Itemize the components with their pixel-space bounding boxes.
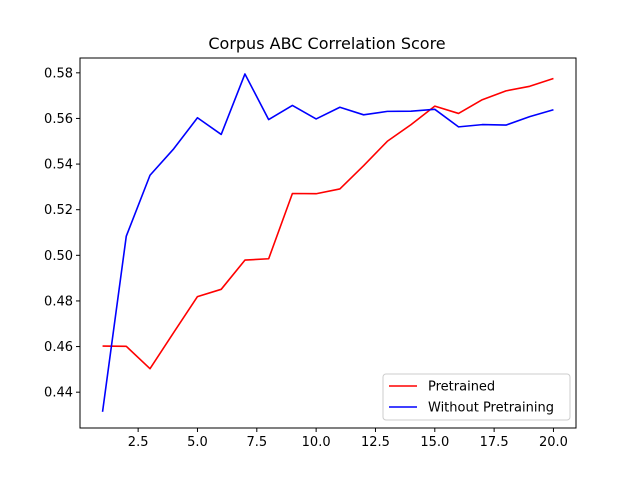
y-tick-label: 0.46: [44, 340, 73, 355]
plot-frame: [79, 57, 577, 429]
y-tick-label: 0.50: [44, 249, 73, 264]
legend-box: [382, 373, 571, 421]
chart-title: Corpus ABC Correlation Score: [208, 34, 445, 53]
x-tick-label: 15.0: [420, 435, 449, 450]
x-tick-label: 12.5: [361, 435, 390, 450]
legend-label: Pretrained: [428, 380, 495, 395]
y-tick-label: 0.56: [44, 112, 73, 127]
x-tick-label: 10.0: [302, 435, 331, 450]
x-tick-label: 5.0: [187, 435, 208, 450]
x-tick-label: 20.0: [539, 435, 568, 450]
legend: Pretrained Without Pretraining: [382, 373, 571, 421]
y-tick-label: 0.52: [44, 203, 73, 218]
series-line-without-pretraining: [101, 73, 554, 412]
series-line-pretrained: [102, 77, 554, 370]
y-tick-label: 0.58: [44, 66, 73, 81]
legend-label: Without Pretraining: [428, 401, 554, 416]
y-tick-label: 0.48: [44, 294, 73, 309]
x-tick-label: 7.5: [246, 435, 267, 450]
y-tick-label: 0.44: [44, 386, 73, 401]
x-tick-label: 2.5: [128, 435, 149, 450]
x-tick-label: 17.5: [480, 435, 509, 450]
y-tick-label: 0.54: [44, 158, 73, 173]
